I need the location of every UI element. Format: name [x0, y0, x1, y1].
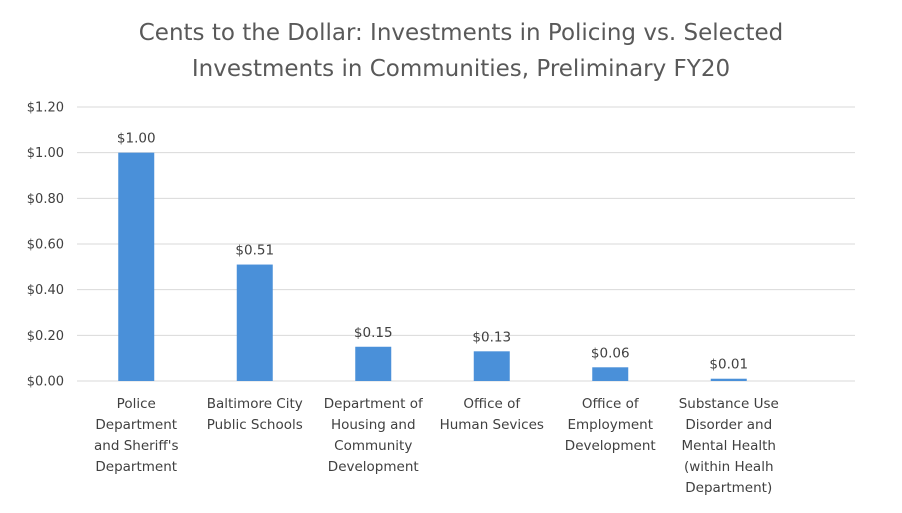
x-tick-label: Department of Housing and Community Develop…: [324, 396, 424, 475]
bar: [473, 351, 510, 381]
data-label: $0.51: [235, 243, 274, 259]
y-tick-label: $0.40: [27, 283, 64, 298]
plot-area: $0.00 $0.20 $0.40 $0.60 $0.80 $1.00 $1.20 $1.00…: [27, 101, 855, 496]
data-label: $1.00: [117, 131, 156, 147]
data-label: $0.15: [354, 325, 393, 341]
x-tick-label: Substance Use Disorder and Mental Health (w…: [679, 396, 779, 496]
y-tick-label: $0.80: [27, 192, 64, 207]
chart-title-line-2: Investments in Communities, Preliminary …: [192, 56, 730, 82]
x-tick-label: Baltimore City Public Schools: [207, 396, 303, 433]
x-tick-label: Office of Human Sevices: [440, 396, 544, 433]
y-tick-label: $1.00: [27, 146, 64, 161]
y-tick-label: $1.20: [27, 101, 64, 116]
bar: [710, 378, 747, 381]
data-label: $0.13: [472, 329, 511, 345]
bar: [355, 346, 392, 381]
bar: [592, 367, 629, 381]
data-label: $0.01: [709, 357, 748, 373]
y-tick-label: $0.00: [27, 375, 64, 390]
data-label: $0.06: [591, 345, 630, 361]
y-tick-label: $0.20: [27, 329, 64, 344]
y-tick-label: $0.60: [27, 238, 64, 253]
x-tick-label: Police Department and Sheriff's Department: [94, 396, 178, 475]
bar: [118, 152, 155, 381]
x-tick-label: Office of Employment Development: [565, 396, 656, 454]
chart-title-line-1: Cents to the Dollar: Investments in Poli…: [139, 20, 784, 46]
bar: [236, 264, 273, 381]
